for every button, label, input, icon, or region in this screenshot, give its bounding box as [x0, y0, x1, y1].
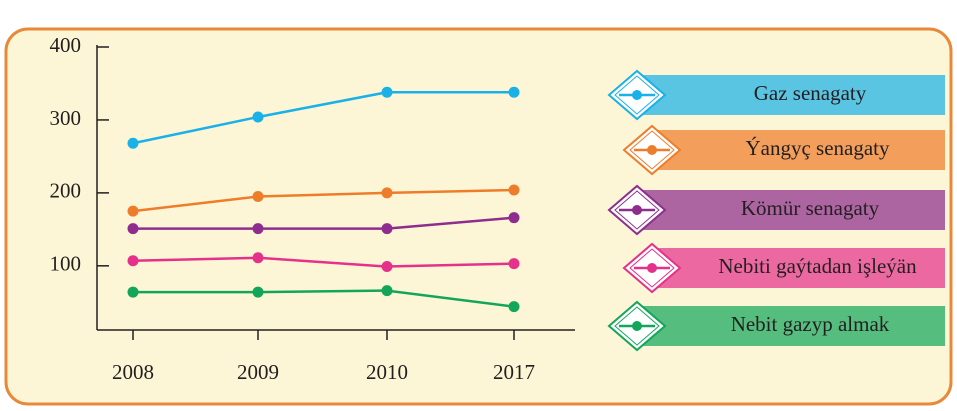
legend-label: Ýangyç senagaty [745, 136, 890, 160]
series-line [133, 216, 515, 230]
data-point [508, 212, 520, 224]
data-point [381, 86, 393, 98]
data-point [127, 137, 139, 149]
series-line [133, 289, 515, 308]
legend-dot [632, 205, 642, 215]
legend-label: Kömür senagaty [741, 196, 880, 220]
legend-band [655, 248, 945, 288]
legend-label: Nebit gazyp almak [731, 312, 890, 336]
y-tick-label: 200 [50, 179, 82, 203]
legend-dot [647, 145, 657, 155]
legend-band [640, 75, 945, 115]
data-point [127, 223, 139, 235]
data-point [381, 261, 393, 273]
y-tick-label: 100 [50, 252, 82, 276]
data-point [381, 285, 393, 297]
data-point [508, 184, 520, 196]
x-tick-label: 2008 [112, 360, 154, 384]
data-point [252, 286, 264, 298]
legend-band [640, 190, 945, 230]
legend-dot [632, 321, 642, 331]
data-point [127, 286, 139, 298]
legend-band [655, 130, 945, 170]
data-point [508, 258, 520, 270]
x-tick-label: 2010 [366, 360, 408, 384]
x-tick-label: 2017 [493, 360, 535, 384]
legend-diamond-inner [614, 190, 660, 230]
legend-diamond-inner [614, 306, 660, 346]
x-tick-label: 2009 [237, 360, 279, 384]
data-point [252, 191, 264, 203]
legend-band [640, 306, 945, 346]
data-point [252, 111, 264, 123]
y-tick-label: 400 [50, 33, 82, 57]
series-line [132, 256, 515, 268]
data-point [252, 223, 264, 235]
data-point [381, 187, 393, 199]
legend-dot [632, 90, 642, 100]
legend-label: Gaz senagaty [754, 81, 867, 105]
data-point [381, 223, 393, 235]
legend-diamond-inner [629, 130, 675, 170]
data-point [127, 255, 139, 267]
legend-diamond-inner [629, 248, 675, 288]
legend-label: Nebiti gaýtadan işleýän [718, 254, 917, 278]
series-line [132, 188, 515, 213]
y-tick-label: 300 [50, 106, 82, 130]
series-line [132, 90, 514, 145]
data-point [508, 301, 520, 313]
legend-diamond-inner [614, 75, 660, 115]
data-point [127, 205, 139, 217]
legend-dot [647, 263, 657, 273]
data-point [252, 252, 264, 264]
data-point [508, 86, 520, 98]
